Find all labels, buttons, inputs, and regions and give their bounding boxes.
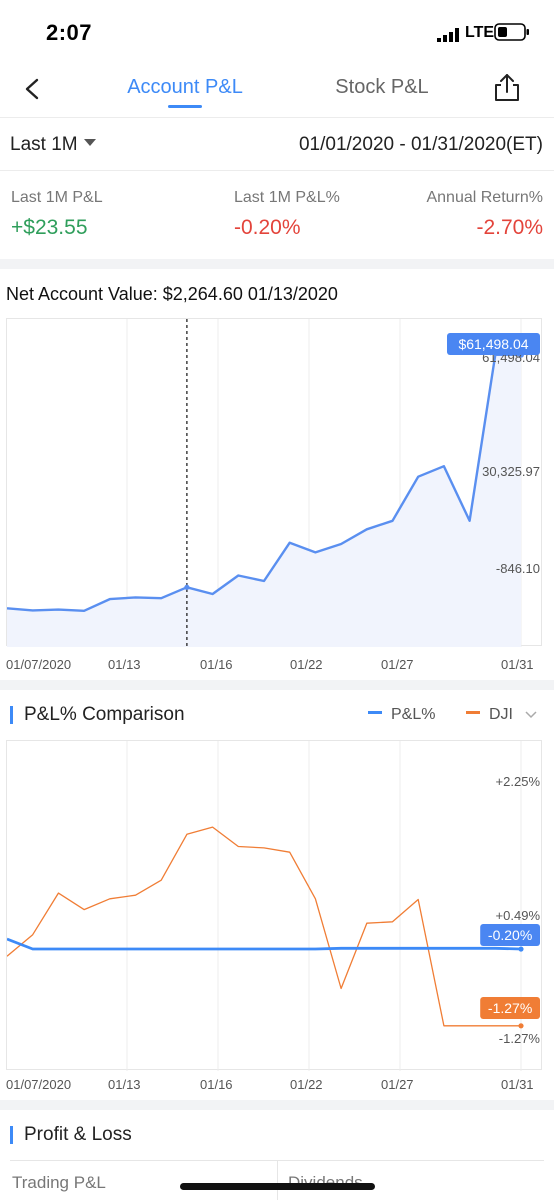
nav-bar: Account P&L Stock P&L xyxy=(0,66,554,118)
last-value-badge: $61,498.04 xyxy=(447,333,540,355)
net-value-x-tick-label: 01/27 xyxy=(381,657,414,672)
dji-point xyxy=(518,1023,524,1029)
stat-value-annual-return: -2.70% xyxy=(476,216,543,239)
dji-line xyxy=(7,826,521,1027)
network-type: LTE xyxy=(465,24,495,41)
y-tick-label: +0.49% xyxy=(496,908,541,923)
pl-percent-badge: -0.20% xyxy=(480,924,540,946)
signal-icon xyxy=(437,28,459,42)
status-time: 2:07 xyxy=(46,20,93,45)
section-divider xyxy=(0,1100,554,1110)
legend-dji-label: DJI xyxy=(489,706,513,723)
period-selected: Last 1M xyxy=(10,134,78,155)
date-range: 01/01/2020 - 01/31/2020(ET) xyxy=(298,134,543,155)
share-icon[interactable] xyxy=(491,72,523,104)
pl-percent-line xyxy=(7,937,522,951)
net-account-value: Net Account Value: $2,264.60 01/13/2020 xyxy=(6,284,338,304)
section-divider xyxy=(0,259,554,269)
net-value-x-tick-label: 01/16 xyxy=(200,657,233,672)
comparison-x-tick-label: 01/22 xyxy=(290,1077,323,1092)
tab-account-pl[interactable]: Account P&L xyxy=(127,76,243,98)
section-divider xyxy=(0,680,554,690)
section-marker xyxy=(10,706,13,724)
svg-text:-0.20%: -0.20% xyxy=(488,927,532,943)
svg-text:$61,498.04: $61,498.04 xyxy=(458,336,528,352)
crosshair-point xyxy=(184,584,190,590)
legend-dji[interactable]: DJI xyxy=(466,706,513,724)
svg-text:-1.27%: -1.27% xyxy=(488,1000,532,1016)
pl-percent-point xyxy=(518,946,524,952)
stat-value-pl-percent: -0.20% xyxy=(234,216,301,239)
net-value-x-axis: 01/07/2020 01/13 01/16 01/22 01/27 01/31 xyxy=(0,657,554,677)
back-arrow-icon[interactable] xyxy=(18,74,48,104)
period-dropdown[interactable]: Last 1M xyxy=(10,134,96,156)
profit-loss-header: Profit & Loss xyxy=(0,1112,554,1156)
legend-pl-percent[interactable]: P&L% xyxy=(368,706,435,724)
y-tick-label: +2.25% xyxy=(496,774,541,789)
stat-label-pl-percent: Last 1M P&L% xyxy=(234,189,340,206)
period-row: Last 1M 01/01/2020 - 01/31/2020(ET) xyxy=(0,119,554,171)
caret-down-icon xyxy=(83,139,96,147)
chevron-down-icon[interactable] xyxy=(524,708,538,722)
comparison-x-tick-label: 01/27 xyxy=(381,1077,414,1092)
comparison-x-tick-label: 01/07/2020 xyxy=(6,1077,72,1092)
dji-badge: -1.27% xyxy=(480,997,540,1019)
y-tick-label: 30,325.97 xyxy=(482,464,540,479)
stat-value-pl: +$23.55 xyxy=(11,216,88,239)
legend-pl-label: P&L% xyxy=(391,706,436,723)
tab-stock-pl[interactable]: Stock P&L xyxy=(335,76,429,98)
stat-label-annual-return: Annual Return% xyxy=(426,189,543,206)
legend-line-pl xyxy=(368,711,382,715)
net-value-x-tick-label: 01/07/2020 xyxy=(6,657,72,672)
battery-icon xyxy=(494,23,529,41)
status-bar: 2:07 LTE xyxy=(0,0,554,66)
area-fill xyxy=(7,354,521,647)
card-divider xyxy=(277,1161,278,1200)
net-value-x-tick-label: 01/13 xyxy=(108,657,141,672)
profit-loss-cards: Trading P&L Dividends xyxy=(10,1160,544,1200)
comparison-x-tick-label: 01/16 xyxy=(200,1077,233,1092)
legend-line-dji xyxy=(466,711,480,715)
comparison-chart[interactable]: +2.25% +0.49% -1.27% -0.20% -1.27% xyxy=(6,740,542,1071)
comparison-x-tick-label: 01/31 xyxy=(501,1077,534,1092)
active-tab-indicator xyxy=(168,105,202,108)
comparison-x-axis: 01/07/2020 01/13 01/16 01/22 01/27 01/31 xyxy=(0,1077,554,1097)
home-indicator xyxy=(180,1183,375,1190)
trading-pl-card[interactable]: Trading P&L xyxy=(12,1173,106,1192)
section-marker xyxy=(10,1126,13,1144)
stats-row: Last 1M P&L +$23.55 Last 1M P&L% -0.20% … xyxy=(0,172,554,258)
net-value-chart[interactable]: 61,498.04 30,325.97 -846.10 $61,498.04 xyxy=(6,318,542,647)
profit-loss-title: Profit & Loss xyxy=(24,1124,132,1145)
comparison-title: P&L% Comparison xyxy=(24,704,185,725)
comparison-header: P&L% Comparison P&L% DJI xyxy=(0,692,554,736)
comparison-chart-svg: +2.25% +0.49% -1.27% -0.20% -1.27% xyxy=(7,741,541,1071)
y-tick-label: -846.10 xyxy=(496,561,540,576)
net-value-x-tick-label: 01/22 xyxy=(290,657,323,672)
net-value-x-tick-label: 01/31 xyxy=(501,657,534,672)
comparison-x-tick-label: 01/13 xyxy=(108,1077,141,1092)
stat-label-pl: Last 1M P&L xyxy=(11,189,103,206)
y-tick-label: -1.27% xyxy=(499,1031,541,1046)
